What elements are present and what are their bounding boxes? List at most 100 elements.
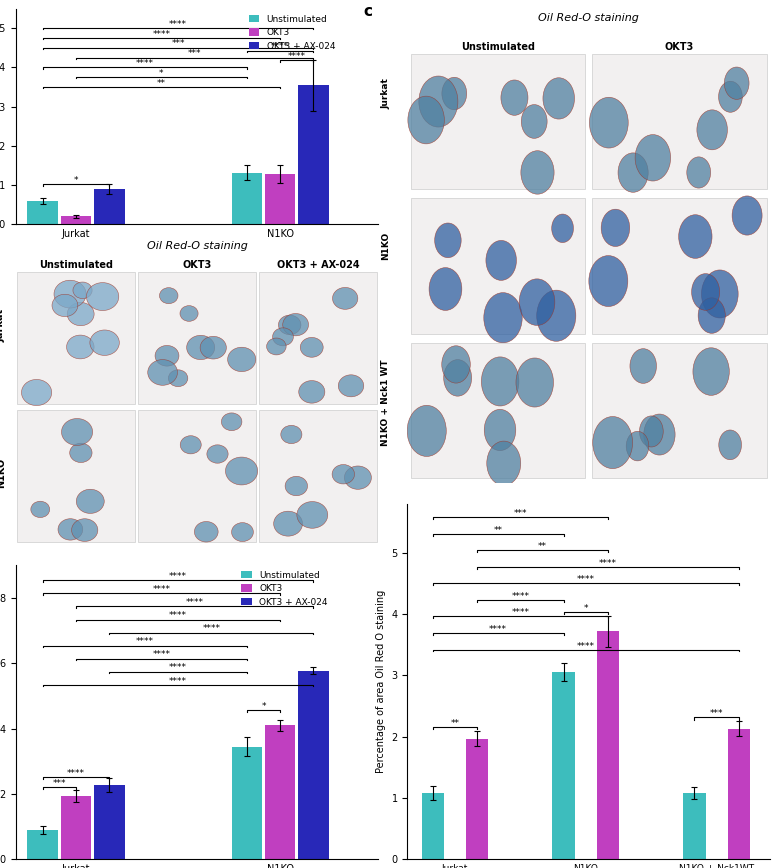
Text: ****: **** bbox=[136, 59, 154, 68]
Bar bbox=[265, 174, 296, 224]
Circle shape bbox=[267, 338, 286, 355]
Circle shape bbox=[443, 359, 471, 396]
Circle shape bbox=[70, 444, 92, 463]
Circle shape bbox=[618, 153, 648, 193]
Bar bbox=[232, 746, 262, 859]
Circle shape bbox=[168, 370, 187, 386]
Text: ****: **** bbox=[152, 650, 170, 660]
Circle shape bbox=[187, 335, 215, 359]
Text: Jurkat: Jurkat bbox=[0, 309, 6, 342]
Circle shape bbox=[442, 345, 471, 383]
Circle shape bbox=[72, 519, 98, 542]
Text: ****: **** bbox=[202, 624, 220, 634]
Text: Unstimulated: Unstimulated bbox=[39, 260, 113, 270]
Text: OKT3: OKT3 bbox=[182, 260, 212, 270]
Text: *: * bbox=[584, 604, 588, 613]
Text: ****: **** bbox=[288, 52, 306, 61]
Text: ****: **** bbox=[169, 572, 187, 581]
Bar bbox=[61, 216, 91, 224]
Bar bbox=[27, 201, 58, 224]
Circle shape bbox=[285, 477, 307, 496]
Text: ****: **** bbox=[169, 611, 187, 621]
Circle shape bbox=[698, 298, 725, 333]
Text: **: ** bbox=[157, 79, 166, 88]
Circle shape bbox=[300, 338, 323, 358]
Circle shape bbox=[332, 287, 358, 309]
Text: ***: *** bbox=[513, 509, 527, 518]
Circle shape bbox=[552, 214, 573, 242]
Text: **: ** bbox=[494, 526, 503, 535]
Circle shape bbox=[486, 240, 517, 280]
Text: ****: **** bbox=[186, 598, 204, 607]
Circle shape bbox=[338, 375, 364, 397]
Bar bbox=[298, 670, 328, 859]
Circle shape bbox=[297, 502, 328, 529]
Circle shape bbox=[626, 431, 649, 461]
Circle shape bbox=[435, 223, 461, 258]
Circle shape bbox=[520, 151, 554, 194]
Circle shape bbox=[232, 523, 254, 542]
Circle shape bbox=[484, 410, 516, 450]
Bar bbox=[683, 793, 706, 859]
Circle shape bbox=[593, 417, 633, 469]
Text: ****: **** bbox=[152, 585, 170, 594]
Circle shape bbox=[31, 501, 50, 517]
Circle shape bbox=[601, 209, 629, 247]
Text: ****: **** bbox=[576, 641, 595, 650]
Circle shape bbox=[419, 76, 458, 127]
Text: ****: **** bbox=[511, 592, 529, 601]
Bar bbox=[94, 189, 124, 224]
Legend: Unstimulated, OKT3, OKT3 + AX-024: Unstimulated, OKT3, OKT3 + AX-024 bbox=[238, 567, 331, 610]
Circle shape bbox=[482, 357, 519, 406]
Text: ****: **** bbox=[599, 559, 617, 568]
Circle shape bbox=[484, 293, 522, 343]
Text: OKT3: OKT3 bbox=[665, 42, 694, 52]
Circle shape bbox=[345, 466, 371, 490]
Text: c: c bbox=[364, 4, 373, 19]
Circle shape bbox=[693, 348, 729, 395]
Circle shape bbox=[194, 522, 218, 542]
Text: ****: **** bbox=[169, 676, 187, 686]
Circle shape bbox=[692, 273, 720, 310]
FancyBboxPatch shape bbox=[17, 273, 135, 404]
Circle shape bbox=[687, 157, 710, 188]
Text: ****: **** bbox=[169, 20, 187, 29]
Circle shape bbox=[408, 96, 444, 144]
Text: *: * bbox=[74, 176, 79, 185]
Circle shape bbox=[76, 490, 104, 514]
Circle shape bbox=[630, 349, 657, 384]
Circle shape bbox=[635, 135, 671, 181]
Text: Jurkat: Jurkat bbox=[381, 79, 390, 109]
Circle shape bbox=[180, 436, 202, 454]
Text: ****: **** bbox=[271, 43, 289, 51]
FancyBboxPatch shape bbox=[592, 199, 766, 333]
Bar bbox=[27, 830, 58, 859]
Bar bbox=[597, 631, 619, 859]
Text: OKT3 + AX-024: OKT3 + AX-024 bbox=[277, 260, 359, 270]
Circle shape bbox=[442, 77, 467, 109]
Circle shape bbox=[281, 425, 302, 444]
Circle shape bbox=[155, 345, 179, 366]
Circle shape bbox=[279, 315, 301, 334]
Circle shape bbox=[274, 511, 303, 536]
Text: Unstimulated: Unstimulated bbox=[461, 42, 535, 52]
FancyBboxPatch shape bbox=[411, 54, 585, 189]
Bar bbox=[265, 726, 296, 859]
Circle shape bbox=[282, 313, 309, 336]
Text: ****: **** bbox=[67, 769, 85, 779]
Circle shape bbox=[589, 255, 628, 306]
Text: ****: **** bbox=[489, 625, 507, 634]
Text: **: ** bbox=[538, 542, 547, 551]
FancyBboxPatch shape bbox=[259, 411, 377, 542]
FancyBboxPatch shape bbox=[411, 343, 585, 478]
Circle shape bbox=[697, 110, 727, 150]
Circle shape bbox=[54, 280, 86, 308]
Bar bbox=[727, 729, 750, 859]
Text: *: * bbox=[261, 702, 266, 712]
Text: **: ** bbox=[450, 719, 460, 728]
Circle shape bbox=[719, 82, 742, 112]
Circle shape bbox=[61, 418, 93, 445]
Text: N1KO: N1KO bbox=[381, 232, 390, 260]
Text: *: * bbox=[159, 69, 163, 78]
Circle shape bbox=[640, 416, 664, 447]
